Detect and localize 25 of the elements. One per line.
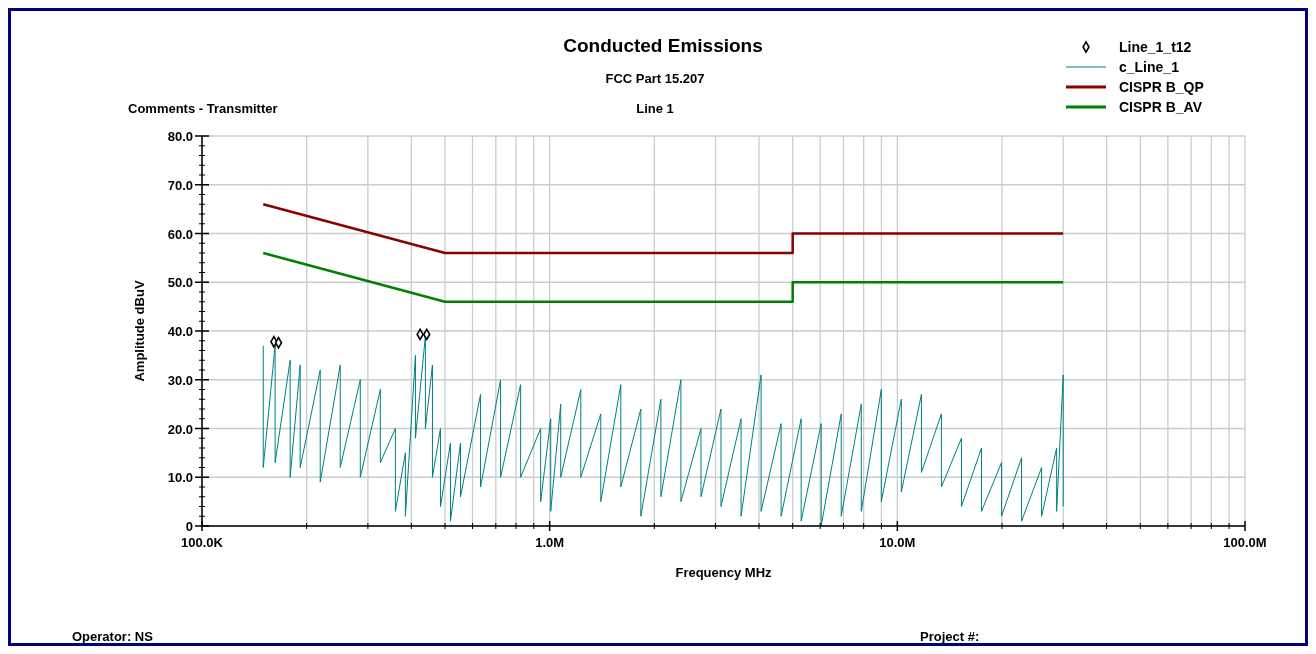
x-tick-label: 100.0K: [181, 535, 224, 550]
x-axis-title: Frequency MHz: [675, 565, 773, 580]
text: Project #:: [920, 629, 980, 644]
y-tick-label: 80.0: [167, 129, 193, 144]
chart-title: Conducted Emissions: [563, 35, 763, 56]
legend-label: CISPR B_QP: [1119, 79, 1204, 95]
chart-subtitle: FCC Part 15.207: [605, 71, 705, 86]
y-tick-label: 60.0: [167, 226, 193, 242]
y-axis-title: Amplitude dBuV: [132, 280, 147, 382]
y-tick-label: 50.0: [167, 275, 193, 291]
y-tick-label: 70.0: [167, 177, 193, 193]
x-tick-label: 10.0M: [879, 535, 916, 550]
y-tick-label: 30.0: [167, 372, 193, 388]
legend-label: c_Line_1: [1119, 59, 1180, 75]
x-tick-label: 100.0M: [1223, 535, 1267, 550]
text: Operator: NS: [72, 629, 154, 644]
x-tick-label: 1.0M: [535, 535, 565, 550]
y-tick-label: 40.0: [167, 324, 193, 339]
legend-label: CISPR B_AV: [1119, 99, 1203, 115]
text: Line 1: [636, 101, 674, 116]
text: Comments - Transmitter: [128, 101, 278, 116]
legend-label: Line_1_t12: [1119, 39, 1192, 55]
y-tick-label: 20.0: [167, 421, 193, 437]
y-tick-label: 10.0: [167, 470, 193, 486]
y-tick-label: 0: [185, 519, 193, 534]
